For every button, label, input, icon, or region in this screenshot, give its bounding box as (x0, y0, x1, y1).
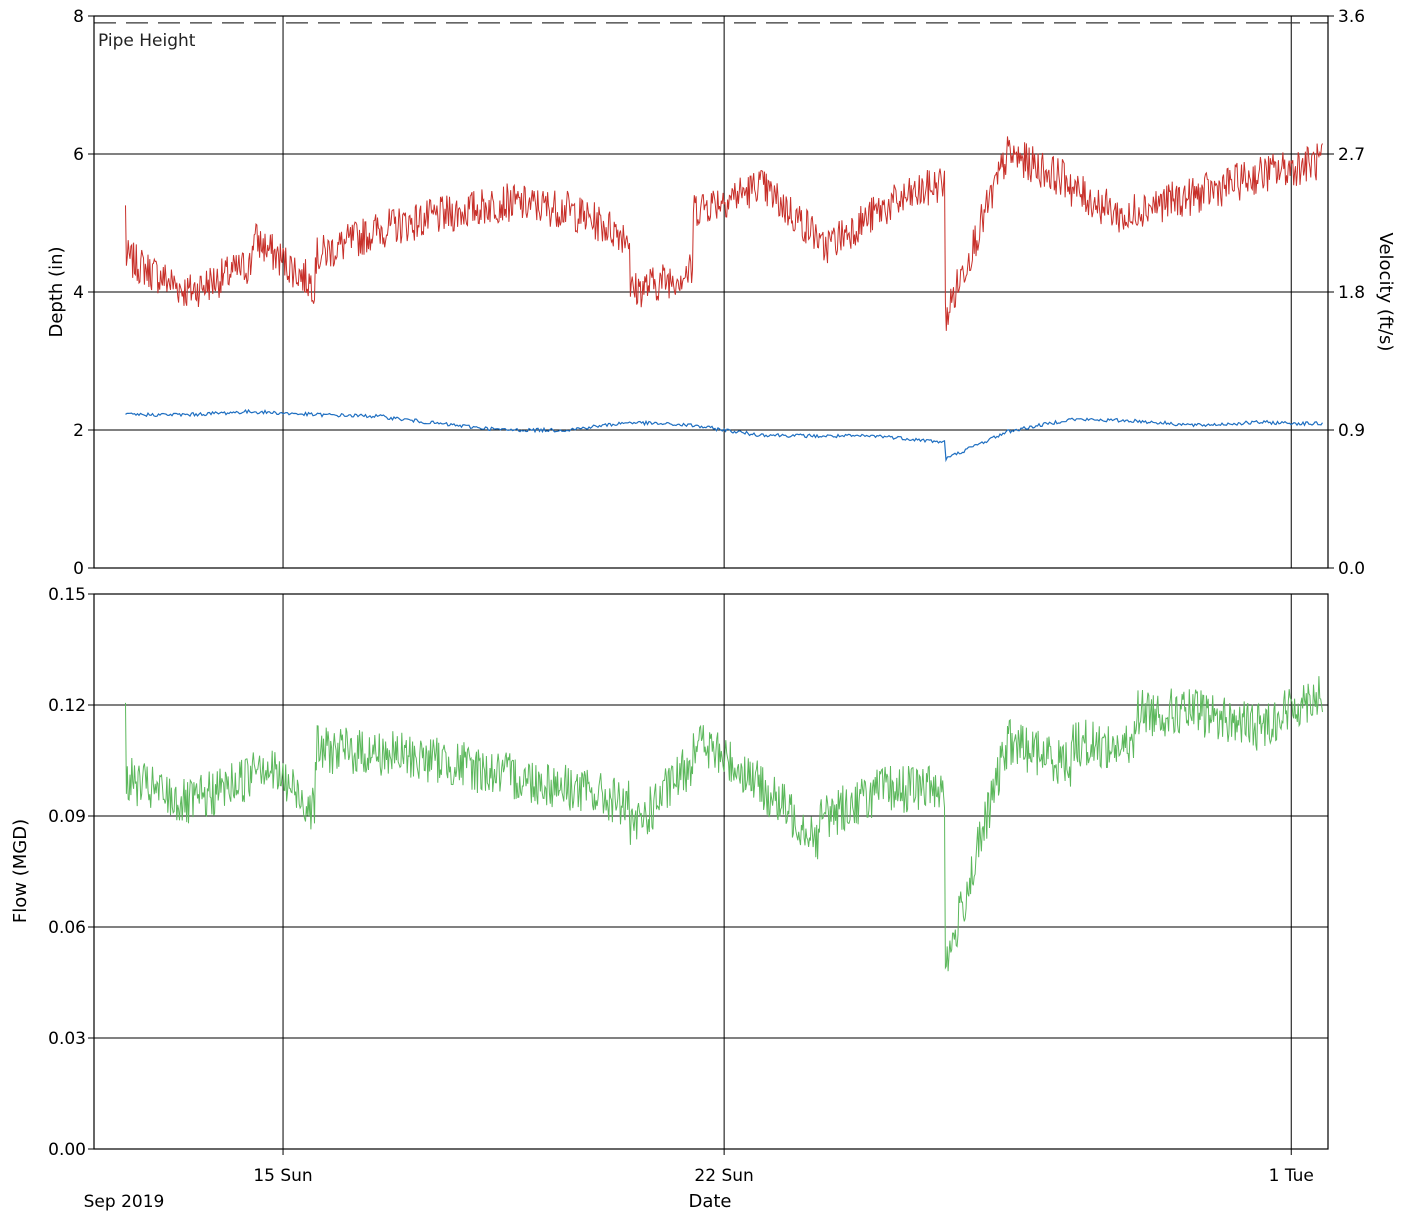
depth-series-line (125, 136, 1323, 331)
depth-tick-label: 2 (73, 421, 84, 441)
velocity-tick-label: 1.8 (1338, 283, 1365, 303)
velocity-tick-label: 3.6 (1338, 7, 1365, 27)
date-tick-label: 22 Sun (694, 1166, 753, 1186)
depth-tick-labels: 0 2 4 6 8 (73, 7, 94, 579)
velocity-tick-label: 0.0 (1338, 559, 1365, 579)
x-start-label: Sep 2019 (84, 1192, 165, 1212)
date-tick-label: 15 Sun (253, 1166, 312, 1186)
p1-gridlines (94, 15, 1328, 569)
flow-tick-label: 0.15 (48, 585, 86, 605)
velocity-series-line (125, 408, 1323, 463)
date-tick-label: 1 Tue (1269, 1166, 1314, 1186)
depth-tick-label: 0 (73, 559, 84, 579)
flow-tick-label: 0.12 (48, 696, 86, 716)
velocity-tick-labels: 0.0 0.9 1.8 2.7 3.6 (1328, 7, 1365, 579)
flow-tick-label: 0.03 (48, 1029, 86, 1049)
depth-axis-title: Depth (in) (46, 246, 67, 337)
p1-series-group (125, 136, 1323, 463)
flow-axis-title: Flow (MGD) (10, 819, 31, 923)
flow-tick-label: 0.06 (48, 918, 86, 938)
flow-tick-label: 0.00 (48, 1140, 86, 1160)
depth-tick-label: 6 (73, 145, 84, 165)
depth-tick-label: 8 (73, 7, 84, 27)
depth-velocity-panel: Pipe Height 0 2 4 6 8 0.0 0.9 1.8 2.7 3.6 Depth … (46, 7, 1396, 579)
date-tick-labels: 15 Sun 22 Sun 1 Tue (253, 1149, 1314, 1186)
velocity-axis-title: Velocity (ft/s) (1375, 233, 1396, 352)
flow-series-line (125, 676, 1323, 972)
depth-tick-label: 4 (73, 283, 84, 303)
pipe-height-label: Pipe Height (98, 31, 196, 51)
p2-series-group (125, 676, 1323, 972)
date-axis-title: Date (688, 1191, 731, 1212)
flow-panel: 0.00 0.03 0.06 0.09 0.12 0.15 15 Sun 22 Sun 1 T… (10, 585, 1329, 1212)
p2-gridlines (94, 593, 1328, 1150)
flow-tick-label: 0.09 (48, 807, 86, 827)
velocity-tick-label: 2.7 (1338, 145, 1365, 165)
flow-tick-labels: 0.00 0.03 0.06 0.09 0.12 0.15 (48, 585, 94, 1160)
p2-frame (93, 593, 1329, 1150)
velocity-tick-label: 0.9 (1338, 421, 1365, 441)
